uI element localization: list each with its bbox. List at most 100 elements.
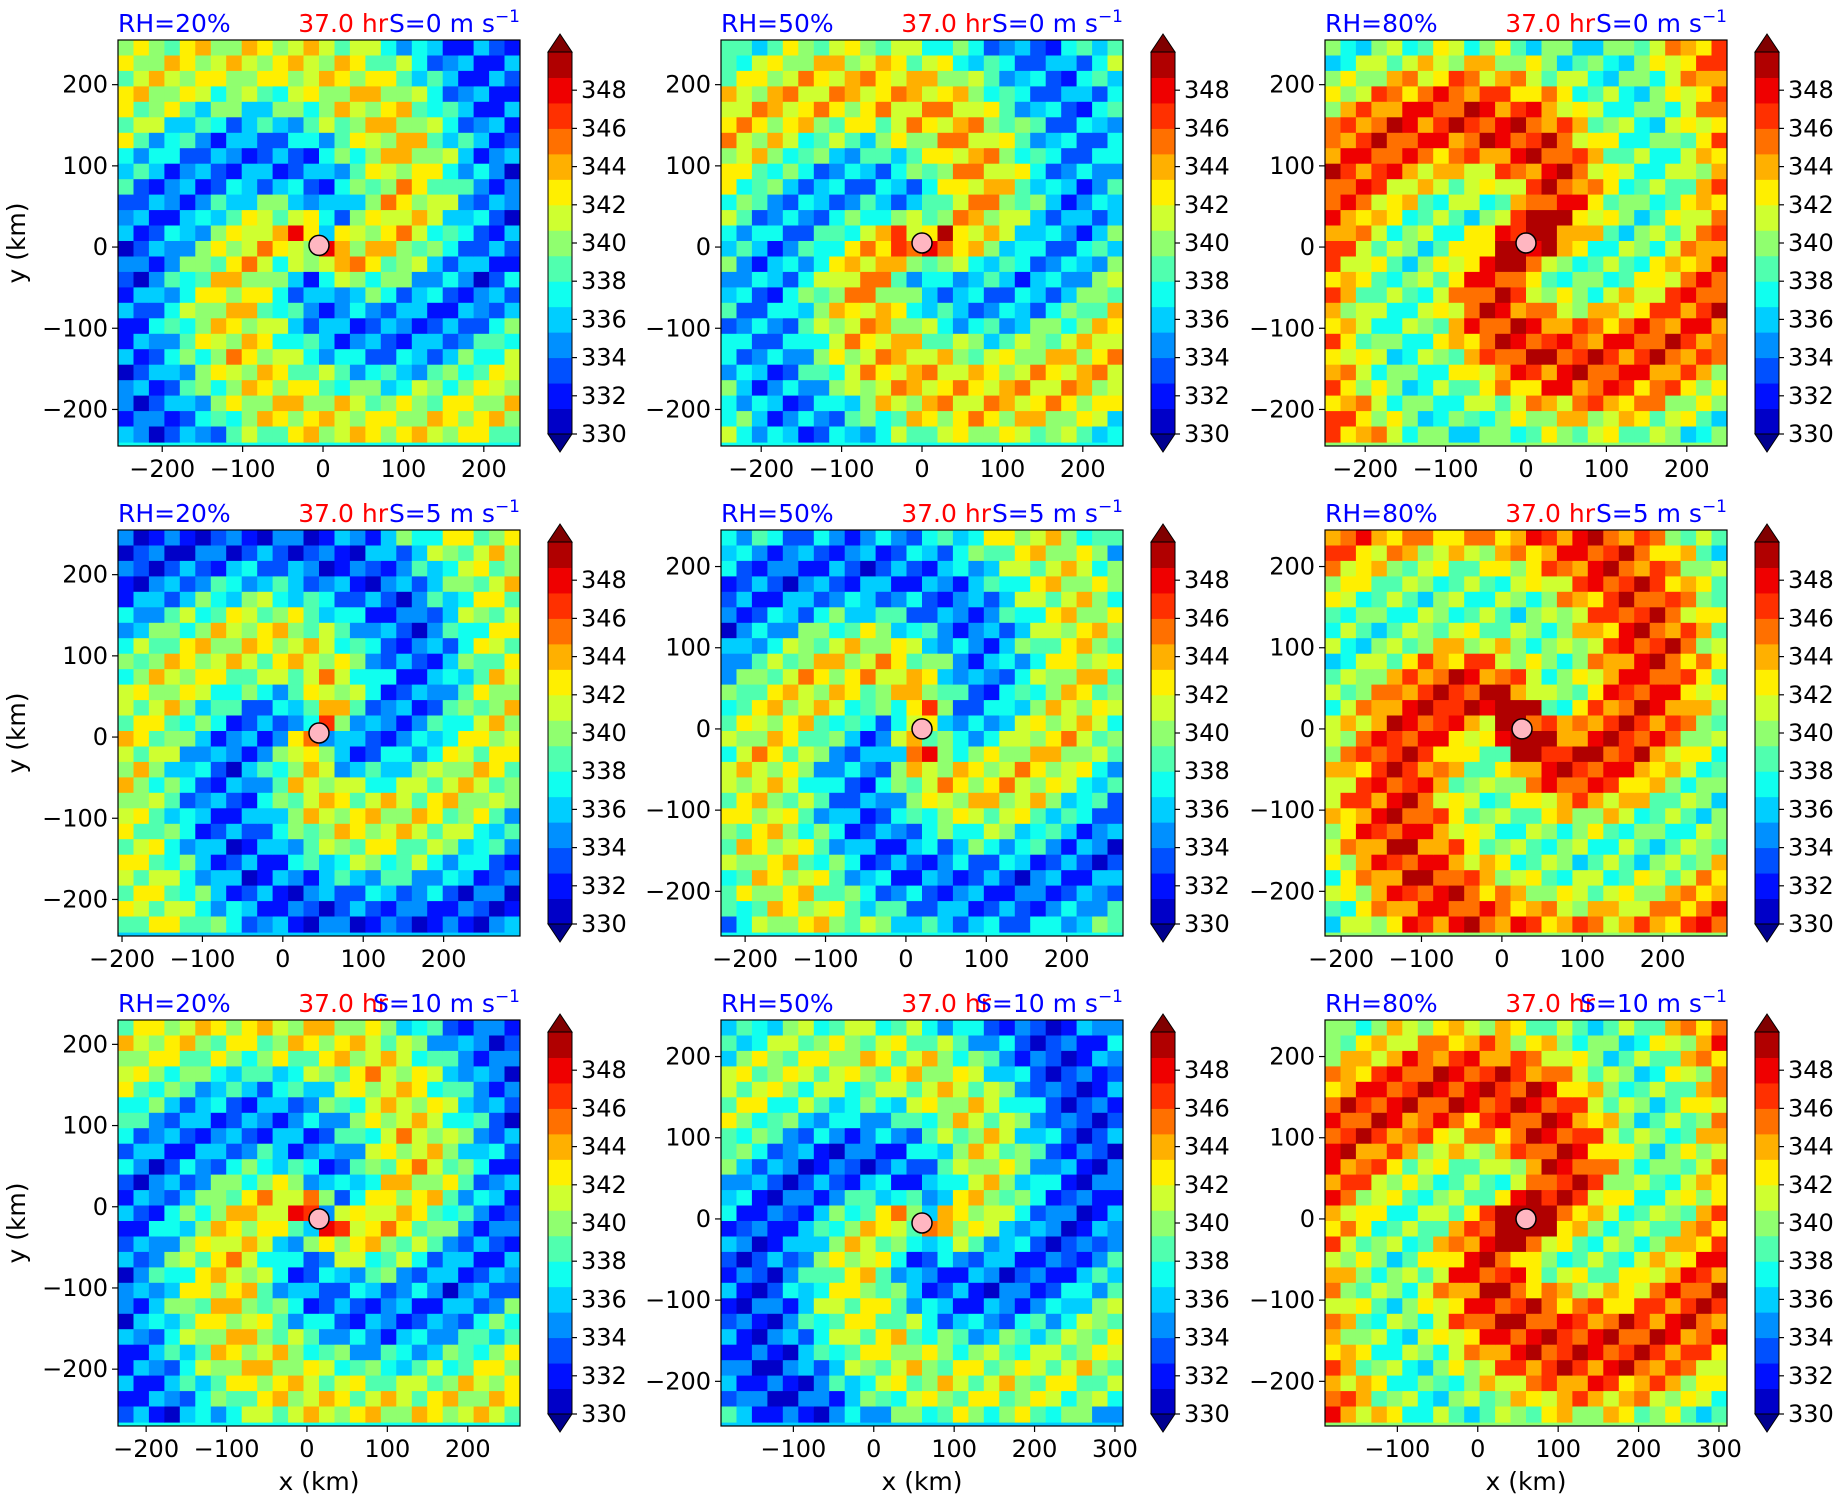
colorbar-band — [1755, 1235, 1779, 1262]
colorbar-tick-label: 330 — [1788, 1400, 1833, 1428]
y-tick-label: −200 — [42, 395, 108, 423]
colorbar-band — [1151, 1235, 1175, 1262]
y-tick-label: −200 — [42, 1355, 108, 1383]
colorbar-band — [548, 77, 572, 104]
colorbar-tick-label: 334 — [581, 1324, 627, 1352]
x-tick-label: 200 — [461, 455, 507, 483]
colorbar-band — [1151, 408, 1175, 435]
colorbar-tick-label: 344 — [1788, 1133, 1833, 1161]
colorbar-tick-label: 342 — [581, 191, 627, 219]
x-tick-label: −200 — [89, 945, 155, 973]
colorbar-min-extend — [547, 923, 573, 943]
x-tick-label: 100 — [364, 1435, 410, 1463]
x-tick-label: 100 — [381, 455, 427, 483]
colorbar-band — [1755, 1032, 1779, 1058]
colorbar-band — [548, 1057, 572, 1084]
colorbar-tick-label: 332 — [581, 382, 627, 410]
colorbar-min-extend — [1150, 923, 1176, 943]
colorbar-tick-label: 348 — [1788, 1056, 1833, 1084]
colorbar-band — [548, 408, 572, 435]
colorbar-band — [548, 720, 572, 747]
rh-title: RH=50% — [721, 9, 834, 38]
colorbar-tick-label: 332 — [1788, 1362, 1833, 1390]
colorbar-tick-label: 340 — [581, 719, 627, 747]
colorbar-band — [1151, 847, 1175, 874]
time-title: 37.0 hr — [901, 499, 991, 528]
y-tick-label: 0 — [1300, 233, 1315, 261]
colorbar-band — [1755, 255, 1779, 282]
colorbar-min-extend — [1754, 1413, 1780, 1433]
shear-title: S=0 m s−1 — [389, 7, 520, 38]
x-tick-label: 0 — [1470, 1435, 1485, 1463]
colorbar-band — [1755, 153, 1779, 180]
x-tick-label: 100 — [340, 945, 386, 973]
colorbar-band — [1755, 618, 1779, 645]
colorbar-band — [548, 1235, 572, 1262]
panel-8: −100 0 100 200 300 −200 −100 0 100 200 x (km) RH=50… — [645, 987, 1230, 1496]
colorbar-band — [548, 796, 572, 823]
colorbar-min-extend — [1754, 923, 1780, 943]
rh-title: RH=80% — [1325, 9, 1438, 38]
x-tick-label: −100 — [169, 945, 235, 973]
x-tick-label: 100 — [1535, 1435, 1581, 1463]
y-tick-label: 100 — [62, 152, 108, 180]
colorbar-tick-label: 348 — [581, 566, 627, 594]
y-tick-label: 0 — [696, 715, 711, 743]
colorbar-tick-label: 346 — [581, 604, 627, 632]
colorbar: 330 332 334 336 338 340 342 344 346 348 — [1754, 33, 1833, 453]
colorbar-band — [1151, 1032, 1175, 1058]
colorbar-band — [548, 357, 572, 384]
colorbar-band — [548, 542, 572, 568]
y-tick-label: 200 — [1269, 71, 1315, 99]
colorbar-tick-label: 338 — [1788, 267, 1833, 295]
time-title: 37.0 hr — [298, 9, 388, 38]
x-tick-label: 200 — [445, 1435, 491, 1463]
panel-5: −200 −100 0 100 200 −200 −100 0 100 200 RH=50% 37.0… — [645, 497, 1230, 973]
colorbar-band — [1151, 1133, 1175, 1160]
colorbar-band — [548, 592, 572, 619]
x-tick-label: 0 — [898, 945, 913, 973]
x-tick-label: 200 — [1012, 1435, 1058, 1463]
x-tick-label: 0 — [914, 455, 929, 483]
x-tick-label: −100 — [1413, 455, 1479, 483]
colorbar-tick-label: 344 — [1184, 153, 1230, 181]
colorbar-band — [548, 1210, 572, 1237]
colorbar-band — [548, 1286, 572, 1313]
colorbar-tick-label: 346 — [1788, 604, 1833, 632]
colorbar-tick-label: 338 — [581, 1247, 627, 1275]
y-tick-label: 0 — [696, 1205, 711, 1233]
y-axis-label: y (km) — [2, 1182, 31, 1263]
x-axis-label: x (km) — [1485, 1467, 1566, 1496]
colorbar-tick-label: 340 — [581, 229, 627, 257]
x-tick-label: 100 — [1583, 455, 1629, 483]
x-tick-label: 100 — [963, 945, 1009, 973]
colorbar-band — [1151, 1286, 1175, 1313]
storm-center-marker — [308, 1208, 330, 1230]
colorbar-band — [1755, 77, 1779, 104]
colorbar-band — [1151, 357, 1175, 384]
colorbar-band — [1151, 567, 1175, 594]
colorbar-band — [548, 306, 572, 333]
colorbar-band — [1755, 1363, 1779, 1390]
colorbar-band — [548, 1312, 572, 1339]
colorbar-band — [1755, 1159, 1779, 1186]
colorbar-tick-label: 332 — [1184, 1362, 1230, 1390]
storm-center-marker — [911, 1212, 933, 1234]
colorbar-tick-label: 344 — [1184, 643, 1230, 671]
colorbar-tick-label: 342 — [581, 1171, 627, 1199]
colorbar-max-extend — [1150, 33, 1176, 53]
colorbar-band — [1151, 592, 1175, 619]
colorbar-tick-label: 344 — [581, 1133, 627, 1161]
colorbar-max-extend — [1150, 523, 1176, 543]
storm-center-marker — [308, 234, 330, 257]
colorbar-band — [548, 1261, 572, 1288]
time-title: 37.0 hr — [901, 9, 991, 38]
x-axis-label: x (km) — [278, 1467, 359, 1496]
colorbar-tick-label: 342 — [1788, 191, 1833, 219]
y-tick-label: 0 — [93, 233, 108, 261]
colorbar-tick-label: 334 — [1788, 834, 1833, 862]
x-tick-label: 200 — [1060, 455, 1106, 483]
colorbar-min-extend — [1150, 433, 1176, 453]
y-tick-label: 200 — [665, 71, 711, 99]
colorbar-band — [1755, 204, 1779, 231]
